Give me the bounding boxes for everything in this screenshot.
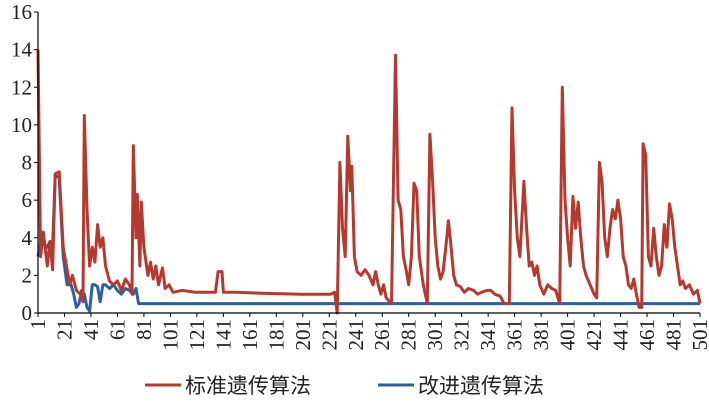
x-tick-label: 301 [423, 319, 447, 351]
y-tick-label: 2 [22, 263, 33, 287]
x-tick-label: 461 [635, 319, 659, 351]
x-tick-label: 1 [26, 319, 50, 330]
series-line [36, 174, 700, 313]
x-tick-label: 221 [317, 319, 341, 351]
x-tick-label: 261 [370, 319, 394, 351]
y-tick-label: 10 [11, 113, 32, 137]
y-tick-label: 6 [22, 188, 33, 212]
x-tick-label: 41 [79, 319, 103, 340]
x-tick-label: 361 [503, 319, 527, 351]
x-tick-label: 321 [450, 319, 474, 351]
legend-label: 改进遗传算法 [418, 374, 544, 398]
x-tick-label: 161 [238, 319, 262, 351]
x-tick-label: 101 [158, 319, 182, 351]
x-tick-label: 501 [688, 319, 709, 351]
series-line [36, 49, 702, 315]
x-tick-label: 81 [132, 319, 156, 340]
x-tick-label: 341 [476, 319, 500, 351]
y-tick-label: 12 [11, 75, 32, 99]
y-tick-label: 14 [11, 38, 33, 62]
x-tick-label: 381 [529, 319, 553, 351]
x-tick-label: 21 [52, 319, 76, 340]
y-tick-label: 4 [22, 226, 33, 250]
x-tick-label: 61 [105, 319, 129, 340]
y-tick-label: 0 [22, 301, 33, 325]
x-tick-label: 121 [185, 319, 209, 351]
legend-label: 标准遗传算法 [185, 374, 311, 398]
x-tick-label: 281 [397, 319, 421, 351]
x-tick-label: 181 [264, 319, 288, 351]
x-tick-label: 421 [582, 319, 606, 351]
x-tick-label: 481 [662, 319, 686, 351]
x-tick-label: 401 [556, 319, 580, 351]
x-tick-label: 241 [344, 319, 368, 351]
y-tick-label: 16 [11, 0, 32, 24]
x-tick-label: 141 [211, 319, 235, 351]
y-tick-label: 8 [22, 151, 33, 175]
x-tick-label: 201 [291, 319, 315, 351]
x-tick-label: 441 [609, 319, 633, 351]
